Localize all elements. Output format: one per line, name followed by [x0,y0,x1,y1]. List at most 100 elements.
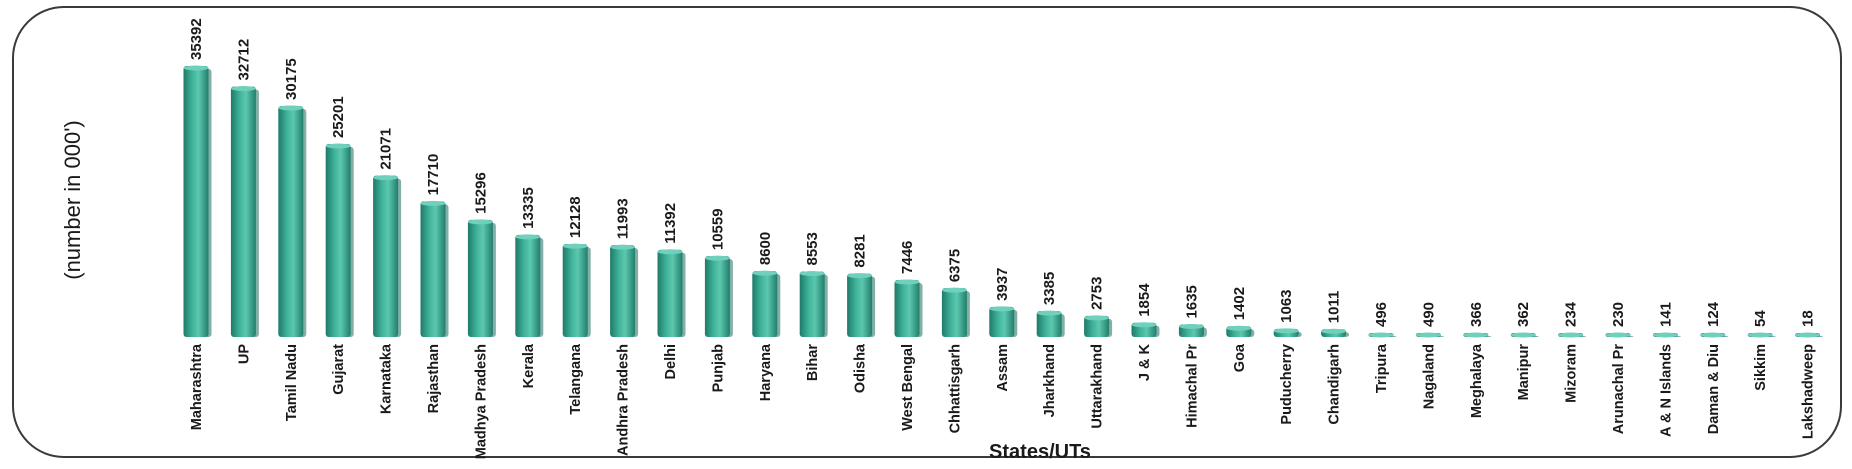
category-label: Andhra Pradesh [616,344,632,456]
category-label: UP [236,344,252,364]
bar-cap [847,273,873,279]
bar-odisha [847,273,873,337]
value-label: 1063 [1278,289,1295,322]
category-label: Daman & Diu [1706,344,1722,434]
bar-cap [420,200,446,206]
bar-andhra-pradesh [610,245,636,337]
bar-cap [989,306,1015,312]
value-label: 7446 [899,241,916,274]
category-label: Kerala [521,343,537,388]
bar-telangana [562,244,588,337]
value-label: 6375 [946,249,963,282]
bar-cap [1084,315,1110,321]
category-label: Mizoram [1564,344,1580,403]
bar-chhattisgarh [941,288,967,337]
bar-delhi [657,249,683,337]
value-label: 2753 [1089,277,1106,310]
value-label: 30175 [283,58,300,100]
category-label: J & K [1137,343,1153,381]
value-label: 1854 [1136,283,1153,317]
value-label: 17710 [425,154,442,196]
bar-cap [657,249,683,255]
category-label: Jharkhand [1042,344,1058,417]
bar-bihar [799,271,825,337]
value-label: 13335 [520,187,537,229]
value-label: 8600 [757,232,774,265]
value-label: 10559 [709,208,726,250]
bar-uttarakhand [1084,315,1110,337]
value-label: 1402 [1231,287,1248,320]
bar-maharashtra [183,66,209,337]
bar-up [230,86,256,337]
bar-cap [1747,332,1773,338]
bar-cap [1368,332,1394,338]
category-label: Odisha [853,343,869,393]
category-label: Madhya Pradesh [473,344,489,459]
bar-cap [704,255,730,261]
value-label: 32712 [235,39,252,81]
category-label: Tripura [1374,343,1390,393]
value-label: 12128 [567,196,584,238]
value-label: 362 [1515,302,1532,327]
value-label: 490 [1420,302,1437,327]
bar-punjab [704,256,730,337]
bar-cap [1321,328,1347,334]
value-label: 8281 [852,234,869,267]
bar-cap [562,243,588,249]
category-label: A & N Islands [1658,344,1674,437]
value-label: 1635 [1183,285,1200,318]
value-label: 234 [1563,301,1580,327]
value-label: 496 [1373,302,1390,327]
value-label: 3937 [994,267,1011,300]
category-label: Arunachal Pr [1611,344,1627,435]
bar-cap [941,287,967,293]
category-label: Karnataka [379,343,395,414]
category-label: Haryana [758,343,774,401]
bar-tamil-nadu [278,105,304,337]
category-label: Gujarat [331,344,347,395]
category-label: Lakshadweep [1801,344,1817,439]
value-label: 366 [1468,302,1485,327]
category-label: Bihar [805,344,821,381]
bar-assam [989,306,1015,337]
category-label: Maharashtra [189,343,205,430]
bar-cap [1795,332,1821,338]
category-label: Himachal Pr [1184,344,1200,428]
value-label: 15296 [472,172,489,214]
bar-cap [1700,332,1726,338]
category-label: Nagaland [1421,344,1437,409]
bar-madhya-pradesh [467,219,493,337]
category-label: Rajasthan [426,344,442,413]
category-label: Manipur [1516,344,1532,401]
bar-cap [1415,332,1441,338]
value-label: 230 [1610,302,1627,327]
value-label: 141 [1657,302,1674,327]
bar-cap [1273,328,1299,334]
bar-cap [894,279,920,285]
bar-haryana [752,271,778,337]
value-label: 25201 [330,96,347,138]
category-label: Chandigarh [1327,344,1343,425]
bar-cap [515,234,541,240]
chart-frame [12,6,1842,458]
value-label: 54 [1752,310,1769,327]
category-label: Chhattisgarh [947,344,963,433]
value-label: 21071 [378,128,395,170]
bar-west-bengal [894,279,920,337]
bar-cap [467,219,493,225]
bar-cap [1558,332,1584,338]
value-label: 124 [1705,301,1722,327]
category-label: Uttarakhand [1090,344,1106,429]
value-label: 3385 [1041,272,1058,305]
value-label: 11993 [615,198,632,239]
category-label: Puducherry [1279,344,1295,425]
bar-cap [1463,332,1489,338]
bar-cap [1226,325,1252,331]
bar-cap [1605,332,1631,338]
category-labels-group: Maharashtra UP Tamil Nadu Gujarat Karnataka R… [189,343,1817,459]
category-label: Assam [995,344,1011,392]
category-label: Punjab [710,344,726,392]
bar-kerala [515,234,541,337]
bar-rajasthan [420,201,446,337]
